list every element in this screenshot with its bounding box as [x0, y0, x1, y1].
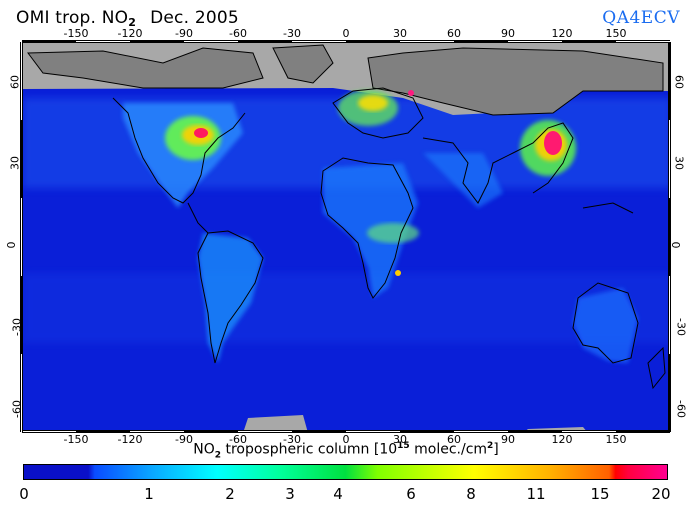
title-date: Dec. 2005	[150, 8, 239, 28]
x-tick: 120	[551, 433, 573, 446]
title-subscript: 2	[128, 16, 137, 29]
x-tick: -90	[175, 433, 193, 446]
x-tick: 90	[501, 27, 515, 40]
y-tick: -60	[10, 400, 24, 418]
label-part: 15	[397, 441, 410, 451]
x-tick: 150	[605, 433, 627, 446]
x-tick: 150	[605, 27, 627, 40]
x-tick: -60	[229, 433, 247, 446]
map-title: OMI trop. NO2 Dec. 2005	[16, 8, 239, 29]
colorbar	[23, 464, 668, 480]
label-part: tropospheric column [10	[221, 441, 398, 458]
x-tick: 90	[501, 433, 515, 446]
colorbar-tick: 4	[333, 485, 343, 503]
x-tick: 60	[447, 27, 461, 40]
x-tick: 120	[551, 27, 573, 40]
x-tick: 0	[342, 27, 350, 40]
colorbar-tick: 2	[225, 485, 235, 503]
colorbar-tick: 3	[285, 485, 295, 503]
x-tick: 60	[447, 433, 461, 446]
y-tick: -30	[10, 318, 24, 336]
x-tick: 30	[393, 27, 407, 40]
title-prefix: OMI trop. NO	[16, 8, 129, 28]
x-tick: -120	[117, 433, 143, 446]
no2-map	[22, 42, 670, 432]
y-tick: 0	[5, 241, 18, 249]
x-tick: 0	[342, 433, 350, 446]
colorbar-label: NO2 tropospheric column [1015 molec./cm2…	[0, 441, 692, 460]
x-tick: -150	[63, 27, 89, 40]
map-frame-right	[668, 42, 671, 432]
label-part: 2	[487, 441, 494, 451]
colorbar-tick: 1	[144, 485, 154, 503]
brand-label: QA4ECV	[602, 8, 680, 28]
x-tick: -150	[63, 433, 89, 446]
y-tick: 30	[8, 156, 22, 170]
x-tick: 30	[393, 433, 407, 446]
colorbar-tick: 8	[466, 485, 476, 503]
label-part: NO	[193, 441, 215, 458]
map-frame-top	[22, 40, 670, 43]
y-tick: 60	[672, 75, 686, 89]
label-part: 2	[214, 450, 221, 461]
colorbar-tick: 15	[590, 485, 610, 503]
y-tick: 30	[672, 156, 686, 170]
colorbar-tick: 11	[526, 485, 546, 503]
label-part: ]	[493, 441, 499, 458]
world-map-graphic	[23, 43, 669, 431]
x-tick: -90	[175, 27, 193, 40]
x-tick: -30	[283, 27, 301, 40]
colorbar-tick: 0	[19, 485, 29, 503]
y-tick: 60	[8, 75, 22, 89]
y-tick: 0	[669, 241, 682, 249]
x-tick: -120	[117, 27, 143, 40]
y-tick: -30	[674, 318, 688, 336]
label-part: molec./cm	[409, 441, 488, 458]
map-frame-bottom	[22, 430, 670, 433]
x-tick: -60	[229, 27, 247, 40]
colorbar-tick: 20	[651, 485, 671, 503]
y-tick: -60	[674, 400, 688, 418]
x-tick: -30	[283, 433, 301, 446]
colorbar-tick: 6	[406, 485, 416, 503]
map-frame-left	[20, 42, 23, 432]
